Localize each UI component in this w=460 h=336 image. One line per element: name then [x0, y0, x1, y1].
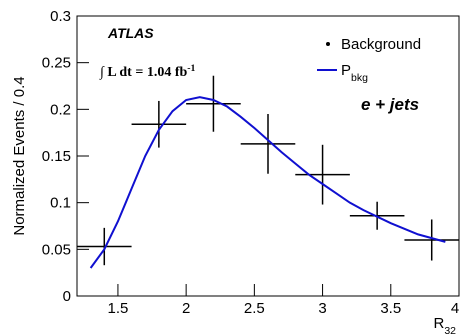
y-tick-label: 0 [63, 288, 71, 305]
x-tick-label: 1.5 [107, 300, 128, 317]
x-tick-label: 2 [182, 300, 190, 317]
y-tick-label: 0.1 [50, 195, 71, 212]
x-tick-label: 3 [318, 300, 326, 317]
y-tick-label: 0.2 [50, 101, 71, 118]
x-tick-label: 4 [451, 300, 459, 317]
luminosity-label: ∫ L dt = 1.04 fb-1 [99, 63, 196, 81]
y-axis-label: Normalized Events / 0.4 [11, 76, 28, 235]
y-tick-label: 0.05 [42, 241, 71, 258]
legend-label: Pbkg [341, 62, 368, 84]
legend-label: Background [341, 36, 421, 53]
legend-swatch [326, 42, 330, 46]
fit-curve [89, 96, 446, 269]
y-tick-label: 0.3 [50, 8, 71, 25]
y-tick-label: 0.25 [42, 55, 71, 72]
x-axis-label: R32 [433, 315, 456, 336]
x-tick-label: 3.5 [380, 300, 401, 317]
experiment-label: ATLAS [107, 25, 154, 41]
x-tick-label: 2.5 [244, 300, 265, 317]
y-tick-label: 0.15 [42, 148, 71, 165]
channel-label: e + jets [361, 95, 419, 114]
